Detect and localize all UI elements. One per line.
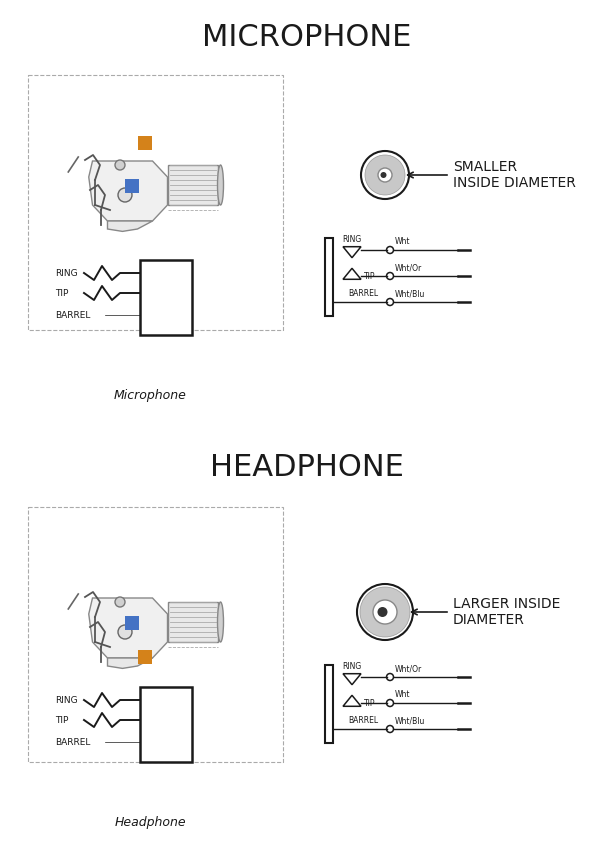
Circle shape — [118, 188, 132, 202]
Text: TIP: TIP — [55, 288, 68, 298]
Circle shape — [378, 607, 387, 617]
Text: HEADPHONE: HEADPHONE — [210, 452, 404, 481]
Bar — [138, 650, 152, 664]
Text: TIP: TIP — [55, 716, 68, 724]
Text: MICROPHONE: MICROPHONE — [202, 23, 411, 52]
Circle shape — [361, 151, 409, 199]
Text: Microphone: Microphone — [114, 388, 186, 402]
Text: BARREL: BARREL — [55, 310, 90, 320]
Circle shape — [373, 600, 397, 624]
Text: Wht: Wht — [395, 690, 410, 699]
Circle shape — [381, 172, 386, 178]
Text: LARGER INSIDE: LARGER INSIDE — [453, 597, 560, 611]
Bar — [28, 507, 283, 762]
Circle shape — [378, 168, 392, 182]
Text: BARREL: BARREL — [348, 289, 378, 298]
Text: RING: RING — [55, 695, 77, 705]
Bar — [167, 602, 218, 642]
Text: RING: RING — [343, 662, 362, 670]
Text: DIAMETER: DIAMETER — [453, 613, 525, 627]
Bar — [125, 616, 139, 630]
Ellipse shape — [218, 602, 223, 642]
Bar — [28, 75, 283, 330]
Bar — [125, 179, 139, 193]
Circle shape — [118, 625, 132, 639]
Text: INSIDE DIAMETER: INSIDE DIAMETER — [453, 176, 576, 190]
Text: Wht/Or: Wht/Or — [395, 664, 423, 673]
Circle shape — [365, 155, 405, 195]
Circle shape — [357, 584, 413, 640]
Ellipse shape — [218, 165, 223, 205]
Text: TIP: TIP — [364, 699, 376, 707]
Text: Wht: Wht — [395, 237, 410, 246]
Bar — [325, 238, 333, 316]
Polygon shape — [108, 221, 153, 232]
Bar — [140, 260, 192, 335]
Text: Wht/Blu: Wht/Blu — [395, 716, 426, 725]
Polygon shape — [89, 161, 167, 221]
Circle shape — [115, 597, 125, 607]
Bar — [167, 165, 218, 205]
Text: TIP: TIP — [364, 272, 376, 280]
Text: Headphone: Headphone — [114, 816, 186, 828]
Text: SMALLER: SMALLER — [453, 160, 517, 174]
Text: BARREL: BARREL — [348, 716, 378, 725]
Text: Wht/Or: Wht/Or — [395, 263, 423, 272]
Bar — [138, 136, 152, 150]
Text: RING: RING — [343, 234, 362, 244]
Text: Wht/Blu: Wht/Blu — [395, 289, 426, 298]
Text: BARREL: BARREL — [55, 738, 90, 746]
Polygon shape — [108, 658, 153, 669]
Circle shape — [360, 587, 410, 637]
Bar — [140, 687, 192, 762]
Text: RING: RING — [55, 268, 77, 278]
Polygon shape — [89, 598, 167, 658]
Bar — [325, 665, 333, 743]
Circle shape — [115, 160, 125, 170]
